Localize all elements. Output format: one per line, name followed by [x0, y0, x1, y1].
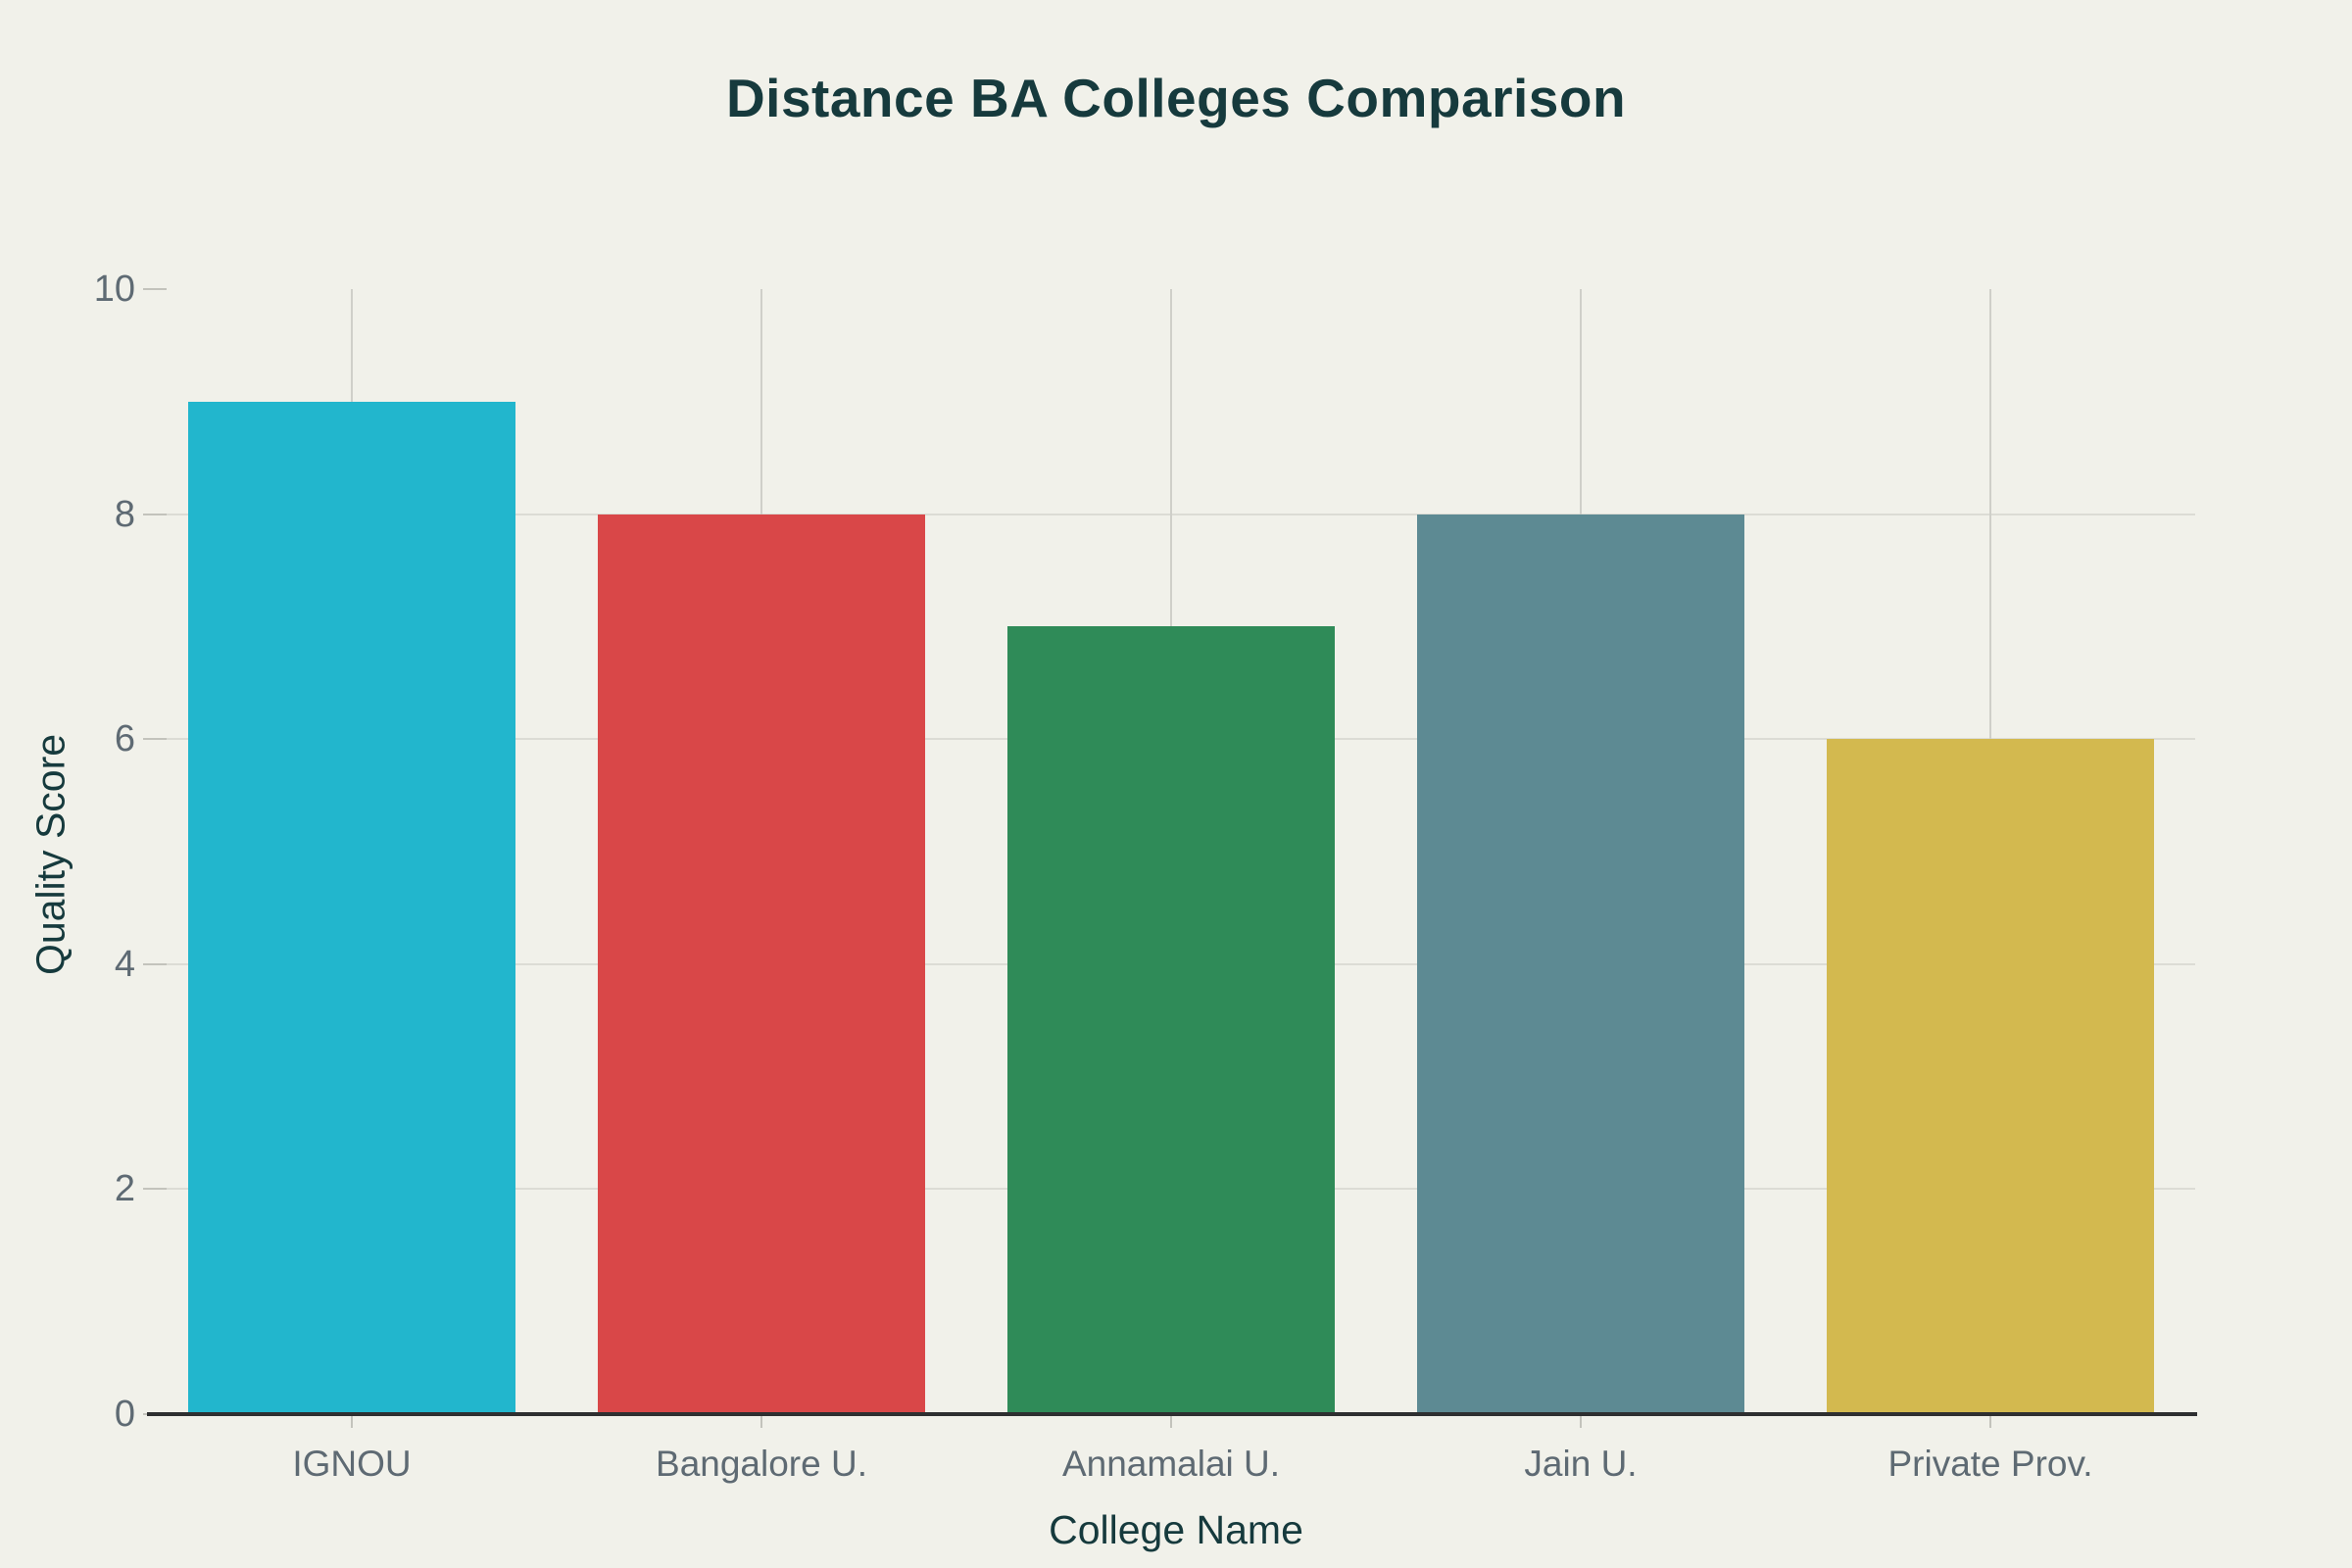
bar-jain-u[interactable] [1417, 514, 1744, 1414]
x-tick-label: Bangalore U. [656, 1444, 867, 1484]
y-tick-mark [143, 738, 167, 741]
bar-bangalore-u[interactable] [598, 514, 925, 1414]
y-tick-mark [143, 288, 167, 290]
x-tick-mark [351, 1416, 353, 1428]
x-tick-label: Annamalai U. [1061, 1444, 1281, 1484]
x-tick-mark [760, 1416, 762, 1428]
x-tick-label: Private Prov. [1887, 1444, 2093, 1484]
bar-ignou[interactable] [188, 402, 515, 1414]
y-tick-label: 8 [114, 493, 135, 535]
x-tick-mark [1989, 1416, 1991, 1428]
x-tick-mark [1580, 1416, 1582, 1428]
y-tick-label: 4 [114, 943, 135, 985]
x-tick-label: Jain U. [1524, 1444, 1638, 1484]
y-axis-title: Quality Score [27, 733, 74, 976]
y-tick-label: 10 [93, 269, 135, 310]
y-tick-mark [143, 513, 167, 515]
x-axis-line [147, 1412, 2197, 1416]
y-tick-label: 6 [114, 718, 135, 760]
y-tick-label: 2 [114, 1168, 135, 1210]
y-tick-mark [143, 962, 167, 965]
y-tick-label: 0 [114, 1394, 135, 1435]
bar-annamalai-u[interactable] [1007, 626, 1335, 1414]
chart-title: Distance BA Colleges Comparison [725, 68, 1627, 128]
h-gridline [167, 513, 2195, 515]
x-axis-title: College Name [1049, 1507, 1303, 1552]
x-tick-label: IGNOU [292, 1444, 412, 1484]
bar-private-prov[interactable] [1827, 739, 2154, 1414]
x-tick-mark [1170, 1416, 1172, 1428]
y-tick-mark [143, 1188, 167, 1191]
